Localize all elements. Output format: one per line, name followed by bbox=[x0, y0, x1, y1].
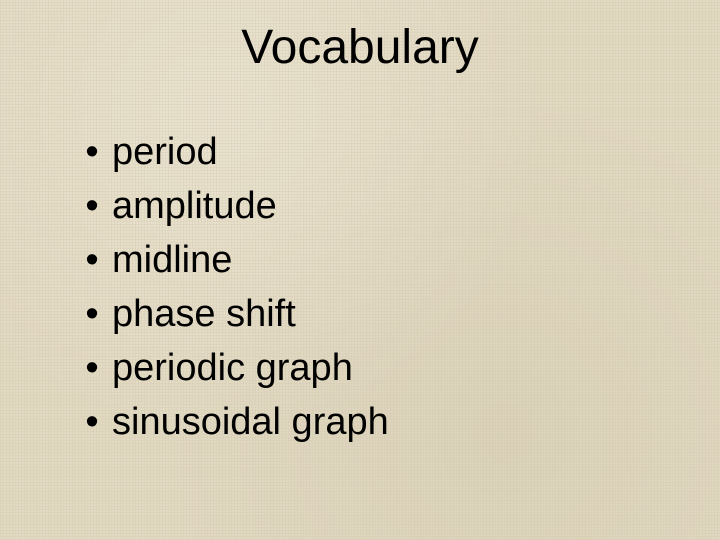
list-item: • midline bbox=[78, 233, 389, 287]
bullet-icon: • bbox=[78, 233, 106, 287]
vocabulary-list: • period • amplitude • midline • phase s… bbox=[78, 125, 389, 449]
list-item: • phase shift bbox=[78, 287, 389, 341]
bullet-icon: • bbox=[78, 125, 106, 179]
list-item-label: phase shift bbox=[106, 287, 296, 341]
list-item: • amplitude bbox=[78, 179, 389, 233]
bullet-icon: • bbox=[78, 179, 106, 233]
slide-title: Vocabulary bbox=[0, 20, 720, 75]
list-item: • periodic graph bbox=[78, 341, 389, 395]
list-item-label: amplitude bbox=[106, 179, 277, 233]
list-item-label: sinusoidal graph bbox=[106, 395, 389, 449]
slide: Vocabulary • period • amplitude • midlin… bbox=[0, 0, 720, 540]
bullet-icon: • bbox=[78, 395, 106, 449]
list-item-label: midline bbox=[106, 233, 232, 287]
list-item-label: period bbox=[106, 125, 218, 179]
bullet-icon: • bbox=[78, 341, 106, 395]
list-item: • period bbox=[78, 125, 389, 179]
list-item: • sinusoidal graph bbox=[78, 395, 389, 449]
bullet-icon: • bbox=[78, 287, 106, 341]
list-item-label: periodic graph bbox=[106, 341, 353, 395]
